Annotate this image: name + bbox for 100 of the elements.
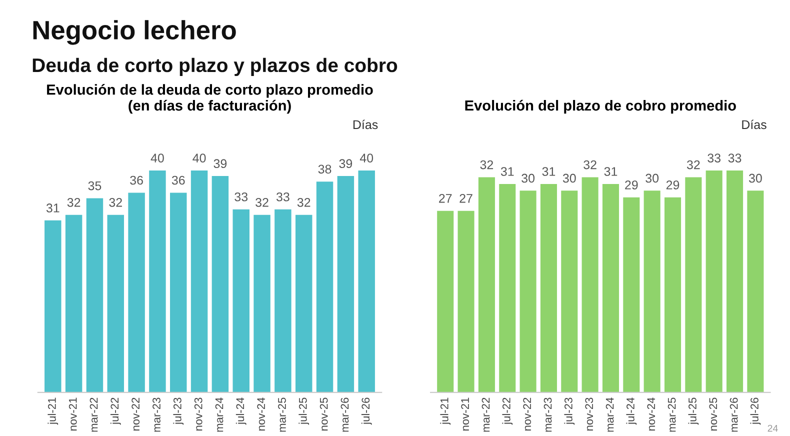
bar xyxy=(190,170,208,392)
x-tick-label: nov-23 xyxy=(194,398,202,430)
data-label: 39 xyxy=(214,159,227,168)
data-label: 32 xyxy=(67,198,80,207)
x-tick-label: mar-22 xyxy=(482,398,490,432)
x-tick-label: mar-26 xyxy=(730,398,738,432)
x-tick-label: nov-21 xyxy=(68,398,77,430)
chart-title: Evolución de la deuda de corto plazo promedio (en días de facturación) xyxy=(47,84,373,114)
bar xyxy=(170,192,187,392)
bar xyxy=(358,170,375,392)
x-tick-label: nov-24 xyxy=(257,398,266,430)
bar xyxy=(254,214,270,392)
x-tick-label: jul-25 xyxy=(298,398,310,425)
data-label: 27 xyxy=(439,194,452,203)
bar xyxy=(316,182,334,392)
data-label: 27 xyxy=(460,194,472,203)
x-tick-label: jul-24 xyxy=(626,398,637,425)
bar xyxy=(623,197,640,392)
data-label: 32 xyxy=(686,160,700,170)
x-tick-label: nov-22 xyxy=(132,398,140,430)
bar xyxy=(458,210,474,392)
bar xyxy=(499,184,516,392)
x-tick-label: mar-25 xyxy=(668,398,676,432)
data-label: 32 xyxy=(297,198,310,207)
data-label: 33 xyxy=(234,192,248,202)
data-label: 30 xyxy=(562,174,576,183)
bar xyxy=(295,214,312,392)
bar xyxy=(44,220,62,392)
data-label: 31 xyxy=(542,167,556,176)
bar xyxy=(706,170,722,392)
bar xyxy=(437,210,454,392)
x-tick-label: jul-25 xyxy=(688,398,699,425)
data-label: 40 xyxy=(150,154,164,162)
bar xyxy=(149,170,166,392)
data-label: 30 xyxy=(748,174,762,183)
data-label: 33 xyxy=(728,154,742,162)
x-tick-label: mar-23 xyxy=(544,398,552,432)
data-label: 33 xyxy=(276,192,290,202)
text: Deuda de corto plazo y plazos de cobro xyxy=(32,58,398,76)
data-label: 31 xyxy=(500,167,514,176)
data-label: 36 xyxy=(172,176,185,185)
data-label: 32 xyxy=(584,160,596,170)
x-tick-label: nov-21 xyxy=(461,398,470,430)
bar xyxy=(582,177,598,392)
data-label: 40 xyxy=(192,154,206,162)
data-label: 40 xyxy=(360,154,374,162)
bar xyxy=(664,197,682,392)
bar xyxy=(602,184,620,392)
bar xyxy=(232,209,250,392)
data-label: 39 xyxy=(339,159,352,168)
x-tick-label: nov-22 xyxy=(523,398,532,430)
bar xyxy=(540,184,557,392)
text: Negocio lechero xyxy=(33,20,236,45)
bar xyxy=(337,176,354,392)
x-tick-label: mar-25 xyxy=(278,398,286,432)
data-label: 31 xyxy=(46,204,60,212)
data-label: 33 xyxy=(708,154,721,162)
bar xyxy=(274,209,292,392)
x-tick-label: jul-22 xyxy=(502,398,513,425)
x-tick-label: jul-23 xyxy=(173,398,184,425)
chart-title: Evolución del plazo de cobro promedio xyxy=(465,100,736,114)
x-tick-label: jul-21 xyxy=(48,398,58,425)
text: 24 xyxy=(768,424,778,432)
bar xyxy=(561,190,578,392)
x-tick-label: nov-24 xyxy=(647,398,656,430)
x-tick-label: mar-26 xyxy=(340,398,349,432)
y-axis-title: Días xyxy=(742,120,766,130)
x-tick-label: mar-24 xyxy=(606,398,614,432)
bar xyxy=(747,190,764,392)
data-label: 29 xyxy=(666,180,680,190)
data-label: 32 xyxy=(480,160,494,170)
data-label: 32 xyxy=(109,198,122,207)
x-tick-label: nov-25 xyxy=(709,398,718,430)
data-label: 30 xyxy=(522,174,535,183)
data-label: 38 xyxy=(318,164,332,174)
x-tick-label: mar-23 xyxy=(152,398,160,432)
bar xyxy=(685,177,702,392)
data-label: 29 xyxy=(625,180,638,190)
x-tick-label: nov-23 xyxy=(585,398,594,430)
bar xyxy=(86,198,104,392)
x-tick-label: nov-25 xyxy=(320,398,328,430)
x-tick-label: jul-23 xyxy=(564,398,575,425)
bar xyxy=(478,177,495,392)
data-label: 30 xyxy=(646,174,659,183)
bar xyxy=(520,190,536,392)
bar xyxy=(65,214,82,392)
x-tick-label: jul-26 xyxy=(750,398,761,425)
x-tick-label: jul-24 xyxy=(236,398,246,425)
data-label: 32 xyxy=(256,198,268,207)
bar xyxy=(107,214,124,392)
x-tick-label: jul-22 xyxy=(110,398,121,425)
data-label: 36 xyxy=(130,176,143,185)
x-tick-label: jul-26 xyxy=(361,398,372,425)
bar xyxy=(128,192,145,392)
y-axis-title: Días xyxy=(353,120,378,130)
x-tick-label: jul-21 xyxy=(440,398,451,425)
data-label: 35 xyxy=(88,181,102,190)
x-tick-label: mar-22 xyxy=(90,398,98,432)
bar xyxy=(212,176,229,392)
data-label: 31 xyxy=(604,167,618,176)
